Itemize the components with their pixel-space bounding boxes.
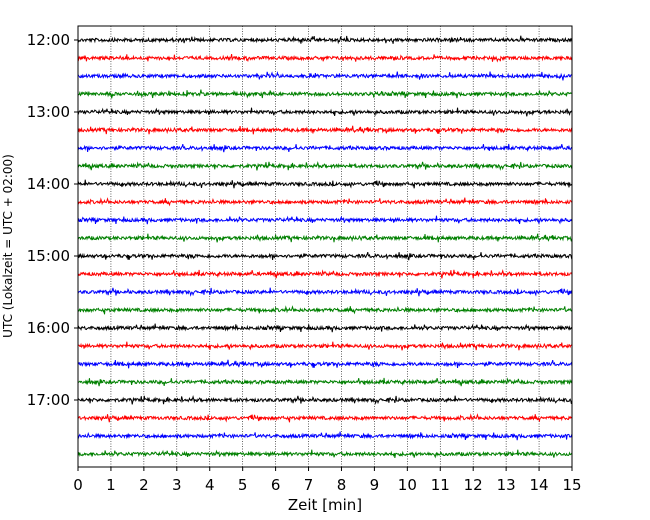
seismic-trace [77, 179, 573, 189]
seismic-trace [77, 431, 573, 441]
x-tick-label: 0 [73, 476, 83, 494]
seismic-trace [77, 341, 573, 351]
seismic-trace [77, 125, 573, 135]
seismic-trace [77, 53, 573, 63]
x-tick-label: 13 [497, 476, 516, 494]
seismic-trace [77, 305, 573, 315]
y-axis: 12:00 13:00 14:00 15:00 16:00 17:00 [27, 31, 78, 409]
seismic-trace [77, 449, 573, 459]
seismic-trace [77, 70, 573, 81]
x-axis-label: Zeit [min] [288, 496, 362, 514]
seismic-trace [77, 143, 573, 153]
seismic-trace [77, 107, 573, 117]
y-tick-label: 13:00 [27, 103, 70, 121]
seismic-trace [77, 377, 573, 387]
seismic-trace [77, 394, 573, 405]
seismic-trace [77, 89, 573, 99]
x-tick-label: 5 [238, 476, 248, 494]
y-axis-label: UTC (Lokalzeit = UTC + 02:00) [1, 154, 15, 338]
plot-frame [77, 25, 573, 468]
x-tick-label: 12 [464, 476, 483, 494]
seismic-trace [77, 35, 573, 45]
traces [77, 35, 573, 459]
seismic-trace [77, 160, 573, 171]
x-tick-label: 1 [106, 476, 116, 494]
seismic-trace [77, 215, 573, 225]
y-tick-label: 12:00 [27, 31, 70, 49]
x-tick-label: 11 [431, 476, 450, 494]
y-tick-label: 15:00 [27, 247, 70, 265]
x-tick-label: 3 [172, 476, 182, 494]
seismic-trace [77, 268, 573, 279]
seismic-trace [77, 233, 573, 243]
y-tick-label: 14:00 [27, 175, 70, 193]
x-tick-label: 6 [271, 476, 281, 494]
seismic-trace [77, 413, 573, 423]
x-tick-label: 14 [530, 476, 549, 494]
plot-background [78, 26, 572, 467]
x-tick-label: 10 [398, 476, 417, 494]
seismic-trace [77, 287, 573, 297]
seismic-trace [77, 323, 573, 333]
x-tick-label: 9 [370, 476, 380, 494]
seismic-trace [77, 359, 573, 369]
y-tick-label: 17:00 [27, 391, 70, 409]
seismic-trace [77, 197, 573, 207]
x-tick-label: 2 [139, 476, 149, 494]
x-tick-label: 15 [562, 476, 581, 494]
seismic-trace [77, 252, 573, 261]
x-axis: 0 1 2 3 4 5 6 7 8 9 10 11 12 13 14 15 [73, 467, 582, 494]
y-tick-label: 16:00 [27, 319, 70, 337]
x-tick-label: 8 [337, 476, 347, 494]
x-tick-label: 7 [304, 476, 314, 494]
grid-lines [110, 26, 540, 467]
x-tick-label: 4 [205, 476, 215, 494]
